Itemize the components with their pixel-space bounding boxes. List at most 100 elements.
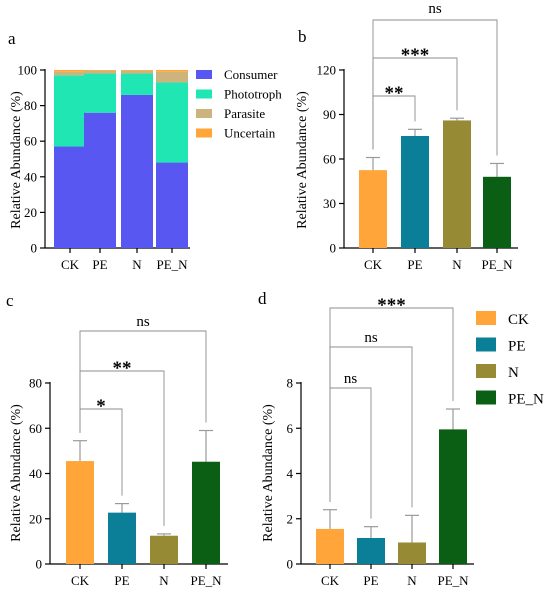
x-tick-label: PE_N <box>156 257 188 272</box>
x-tick-label: PE <box>363 573 378 588</box>
legend-swatch-n <box>476 364 496 378</box>
y-tick-label: 40 <box>24 169 37 184</box>
x-tick-label: N <box>132 257 142 272</box>
x-tick-label: PE <box>114 573 129 588</box>
significance-bracket <box>79 330 207 433</box>
y-tick-label: 20 <box>24 205 37 220</box>
y-tick-label: 80 <box>24 98 37 113</box>
y-tick-label: 60 <box>24 134 37 149</box>
panel-label-a: a <box>8 29 16 48</box>
significance-label: *** <box>377 295 406 316</box>
bar-n <box>443 120 471 248</box>
panel-label-c: c <box>6 291 14 310</box>
y-axis-label: Relative Abundance (%) <box>295 91 310 229</box>
y-tick-label: 8 <box>287 376 294 391</box>
stacked-bar-pe-n-consumer <box>156 162 188 248</box>
legend-label-phototroph: Phototroph <box>224 87 282 102</box>
significance-label: * <box>96 396 106 417</box>
significance-label: ns <box>364 330 378 346</box>
x-tick-label: CK <box>364 257 383 272</box>
stacked-bar-pe-n-uncertain <box>156 70 188 72</box>
bar-pe <box>401 136 429 248</box>
y-axis-label: Relative Abundance (%) <box>9 91 24 229</box>
legend-label-n: N <box>508 365 519 381</box>
y-tick-label: 2 <box>287 511 294 526</box>
legend-label-ck: CK <box>508 312 529 328</box>
significance-bracket <box>329 307 454 502</box>
y-tick-label: 80 <box>29 376 42 391</box>
x-tick-label: N <box>159 573 169 588</box>
y-tick-label: 0 <box>31 241 38 256</box>
bar-n <box>150 535 178 564</box>
x-tick-label: CK <box>321 573 340 588</box>
legend-swatch-parasite <box>196 109 212 118</box>
y-tick-label: 100 <box>18 63 38 78</box>
stacked-bar-pe-phototroph <box>84 73 116 113</box>
bar-pe <box>108 512 136 564</box>
x-tick-label: PE <box>92 257 107 272</box>
y-axis-label: Relative Abundance (%) <box>261 404 276 542</box>
y-tick-label: 60 <box>29 421 42 436</box>
y-tick-label: 120 <box>317 63 337 78</box>
bar-ck <box>359 170 387 248</box>
bar-ck <box>66 461 94 564</box>
bar-ck <box>316 528 344 564</box>
stacked-bar-ck-phototroph <box>54 75 86 147</box>
y-tick-label: 20 <box>29 511 42 526</box>
significance-bracket <box>372 19 498 156</box>
bar-pe-n <box>483 176 511 248</box>
y-axis-label: Relative Abundance (%) <box>9 404 24 542</box>
stacked-bar-pe-parasite <box>84 70 116 74</box>
y-tick-label: 0 <box>287 557 294 572</box>
significance-label: ** <box>113 358 132 379</box>
x-tick-label: PE_N <box>190 573 222 588</box>
y-tick-label: 0 <box>330 241 337 256</box>
y-tick-label: 60 <box>323 152 336 167</box>
x-tick-label: N <box>407 573 417 588</box>
bar-pe-n <box>192 461 220 564</box>
bar-n <box>398 542 426 564</box>
significance-bracket <box>329 387 372 519</box>
legend-swatch-consumer <box>196 70 212 79</box>
significance-label: ns <box>136 314 150 330</box>
significance-label: ** <box>385 83 404 104</box>
stacked-bar-n-consumer <box>121 94 153 248</box>
x-tick-label: PE_N <box>481 257 513 272</box>
legend-label-pe: PE <box>508 339 526 355</box>
y-tick-label: 40 <box>29 466 42 481</box>
x-tick-label: PE_N <box>437 573 469 588</box>
legend-label-parasite: Parasite <box>224 106 265 121</box>
panel-label-d: d <box>258 289 267 308</box>
stacked-bar-pe-n-parasite <box>156 71 188 83</box>
bar-pe-n <box>439 429 467 564</box>
panel-label-b: b <box>298 27 307 46</box>
stacked-bar-pe-uncertain <box>84 70 116 71</box>
y-tick-label: 6 <box>287 421 294 436</box>
stacked-bar-ck-parasite <box>54 71 86 76</box>
y-tick-label: 30 <box>323 196 336 211</box>
stacked-bar-n-phototroph <box>121 73 153 95</box>
y-tick-label: 4 <box>287 466 294 481</box>
stacked-bar-pe-consumer <box>84 112 116 248</box>
stacked-bar-pe-n-phototroph <box>156 82 188 163</box>
significance-label: ns <box>428 1 442 17</box>
x-tick-label: PE <box>407 257 422 272</box>
stacked-bar-n-parasite <box>121 70 153 74</box>
legend-swatch-pe-n <box>476 390 496 405</box>
x-tick-label: CK <box>61 257 80 272</box>
bar-pe <box>357 537 385 564</box>
legend-label-consumer: Consumer <box>224 67 278 82</box>
legend-label-uncertain: Uncertain <box>224 126 276 141</box>
legend-label-pe-n: PE_N <box>508 392 544 408</box>
y-tick-label: 90 <box>323 107 336 122</box>
legend-swatch-phototroph <box>196 89 212 99</box>
stacked-bar-ck-uncertain <box>54 70 86 72</box>
x-tick-label: N <box>452 257 462 272</box>
significance-label: *** <box>401 45 430 66</box>
legend-swatch-pe <box>476 337 496 352</box>
stacked-bar-ck-consumer <box>54 146 86 248</box>
stacked-bar-n-uncertain <box>121 70 153 71</box>
y-tick-label: 0 <box>36 557 43 572</box>
x-tick-label: CK <box>71 573 90 588</box>
